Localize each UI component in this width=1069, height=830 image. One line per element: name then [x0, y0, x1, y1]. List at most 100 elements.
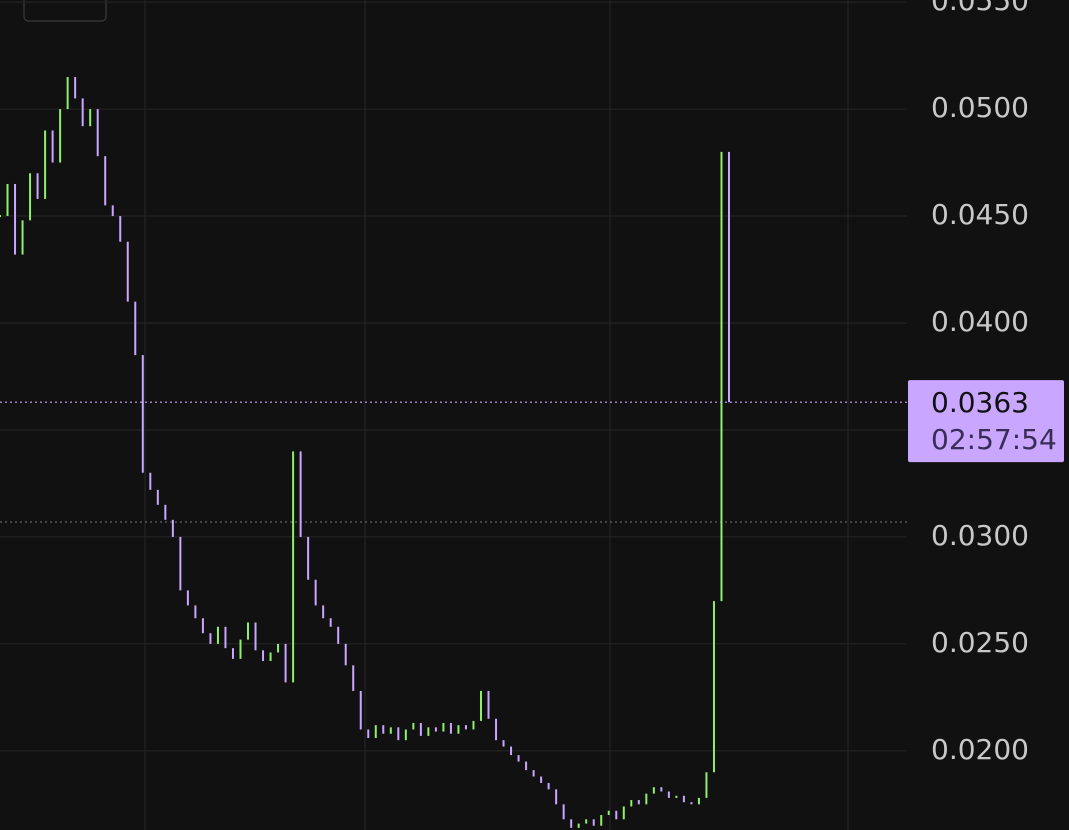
candle — [585, 819, 588, 824]
candle — [284, 643, 287, 683]
candle — [615, 810, 618, 820]
candle — [442, 723, 445, 732]
candle — [592, 819, 595, 826]
y-tick-label: 0.0550 — [931, 0, 1029, 17]
current-price-label: 0.0363 — [931, 386, 1029, 419]
candle — [352, 665, 355, 691]
candle — [682, 795, 685, 803]
candle — [577, 823, 580, 828]
countdown-label: 02:57:54 — [931, 423, 1057, 456]
candle — [224, 626, 227, 649]
candle — [607, 810, 610, 816]
candle — [479, 690, 482, 721]
candle — [59, 109, 62, 163]
candle — [464, 725, 467, 730]
candle — [329, 618, 332, 627]
candle — [21, 220, 24, 255]
candle — [495, 718, 498, 741]
candle — [141, 355, 144, 473]
time-grid — [144, 0, 849, 830]
candle — [209, 633, 212, 644]
toolbar-button[interactable] — [23, 0, 107, 22]
candle — [705, 772, 708, 798]
candle — [247, 622, 250, 640]
candle — [562, 804, 565, 820]
candle — [434, 727, 437, 732]
candle — [89, 109, 92, 127]
candle — [201, 618, 204, 634]
candle — [44, 130, 47, 199]
candle — [645, 793, 648, 805]
candle — [502, 740, 505, 747]
candle — [0, 215, 1, 218]
candle — [231, 648, 234, 659]
candle — [337, 626, 340, 644]
candle — [262, 650, 265, 662]
candle — [570, 819, 573, 828]
candle — [652, 787, 655, 794]
candle — [525, 761, 528, 771]
candle — [412, 723, 415, 730]
candle — [104, 156, 107, 206]
candle — [449, 723, 452, 734]
candle — [81, 98, 84, 127]
candle — [194, 605, 197, 619]
candle — [540, 776, 543, 783]
candle — [179, 536, 182, 591]
candle — [517, 755, 520, 762]
candle — [216, 626, 219, 644]
candle — [510, 746, 513, 756]
candle — [675, 795, 678, 798]
candle — [239, 639, 242, 659]
candle — [419, 723, 422, 736]
y-tick-label: 0.0200 — [931, 733, 1029, 766]
candle — [134, 301, 137, 356]
y-tick-label: 0.0500 — [931, 91, 1029, 124]
candle — [14, 183, 17, 255]
candle — [156, 489, 159, 505]
candle — [600, 815, 603, 826]
candle — [622, 806, 625, 820]
candle — [74, 77, 77, 99]
candle — [171, 519, 174, 537]
candle — [126, 241, 129, 302]
candle — [344, 643, 347, 666]
candle — [269, 652, 272, 662]
candle — [487, 690, 490, 719]
candle — [472, 720, 475, 730]
candle — [119, 216, 122, 242]
y-tick-label: 0.0450 — [931, 198, 1029, 231]
y-tick-label: 0.0300 — [931, 519, 1029, 552]
candle — [404, 729, 407, 741]
candle — [299, 451, 302, 537]
candle — [164, 504, 167, 520]
candle — [186, 590, 189, 606]
candle — [292, 451, 295, 683]
candle — [382, 725, 385, 734]
candle — [427, 727, 430, 736]
y-tick-label: 0.0250 — [931, 626, 1029, 659]
candle — [314, 579, 317, 606]
candle — [254, 622, 257, 651]
candle — [149, 472, 152, 490]
candle — [66, 77, 69, 110]
candle — [660, 787, 663, 792]
candle — [36, 173, 39, 199]
current-price-box — [908, 380, 1064, 463]
candle — [322, 605, 325, 619]
candle — [532, 770, 535, 777]
candle — [690, 802, 693, 805]
candle — [637, 800, 640, 805]
y-tick-label: 0.0400 — [931, 305, 1029, 338]
candle — [697, 797, 700, 805]
candle — [51, 130, 54, 163]
candle — [389, 727, 392, 734]
candle — [96, 109, 99, 157]
candle — [277, 643, 280, 653]
candle — [720, 151, 723, 602]
candle — [307, 536, 310, 580]
candle — [6, 183, 9, 217]
